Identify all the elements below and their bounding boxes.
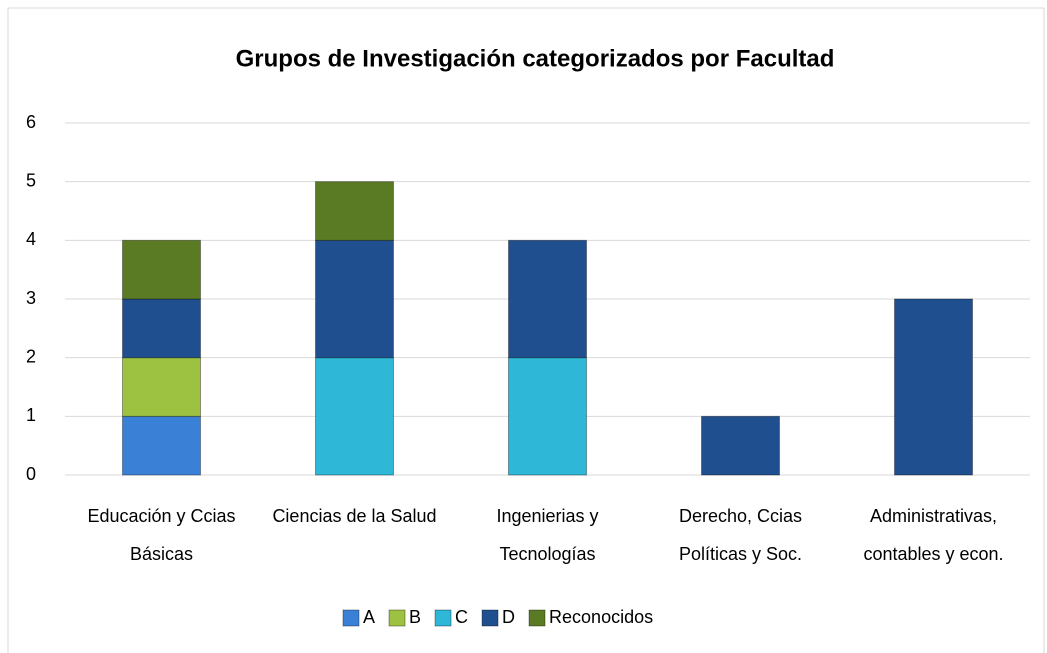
y-tick-label: 2: [26, 346, 36, 366]
legend-label: D: [502, 607, 515, 627]
bar-segment: [122, 298, 201, 359]
x-tick-label: Administrativas, contables y econ.: [863, 506, 1004, 564]
y-tick-label: 0: [26, 464, 36, 484]
bar-segment: [122, 357, 201, 417]
y-tick-label: 1: [26, 405, 36, 425]
bar-segment: [315, 181, 394, 241]
bar-segment: [315, 357, 394, 476]
y-tick-label: 5: [26, 170, 36, 190]
y-tick-label: 6: [26, 112, 36, 132]
bar-segment: [122, 415, 201, 476]
x-tick-label: Ingenierias y Tecnologías: [496, 506, 599, 564]
bar-segment: [894, 298, 973, 476]
chart-title: Grupos de Investigación categorizados po…: [236, 45, 835, 72]
x-tick-label: Derecho, Ccias Políticas y Soc.: [678, 506, 803, 564]
legend-swatch: [342, 609, 360, 627]
legend-label: B: [409, 607, 421, 627]
y-tick-label: 3: [26, 288, 36, 308]
bar-segment: [315, 239, 394, 359]
x-tick-label: Ciencias de la Salud: [272, 506, 437, 526]
legend-label: A: [363, 607, 375, 627]
bar-segment: [122, 239, 201, 300]
bar-segment: [701, 415, 780, 476]
legend-swatch: [528, 609, 546, 627]
bar-segment: [508, 239, 587, 359]
bar-segment: [508, 357, 587, 476]
legend-swatch: [434, 609, 452, 627]
x-tick-label: Educación y Ccias Básicas: [87, 506, 236, 564]
y-tick-label: 4: [26, 229, 36, 249]
legend-swatch: [481, 609, 499, 627]
legend-label: C: [455, 607, 468, 627]
legend-swatch: [388, 609, 406, 627]
legend-label: Reconocidos: [549, 607, 653, 627]
